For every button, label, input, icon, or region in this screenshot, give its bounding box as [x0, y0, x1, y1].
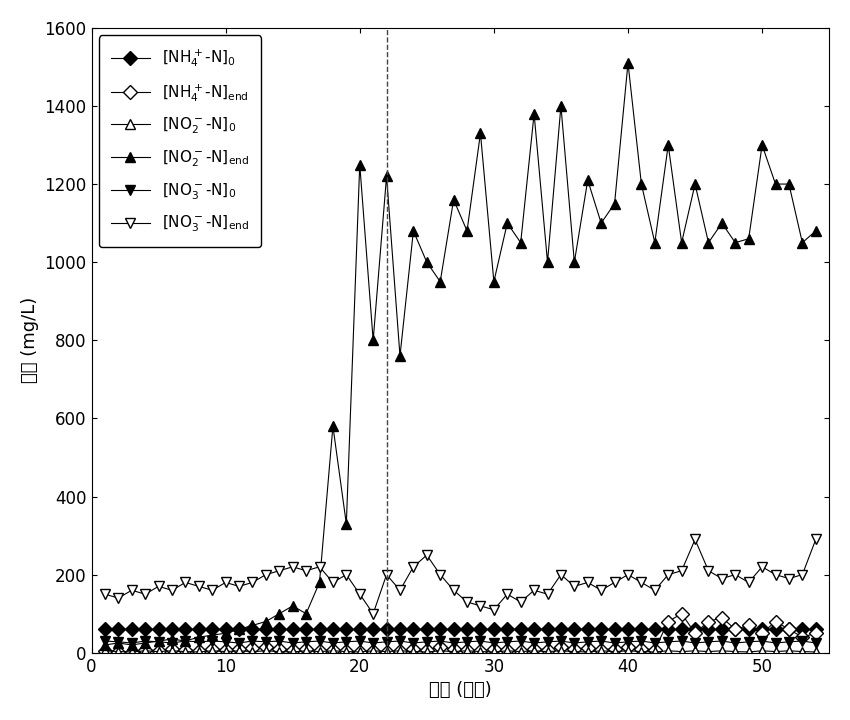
X-axis label: 时间 (周期): 时间 (周期) [429, 681, 491, 699]
Legend: $[\mathrm{NH_4^+}$-N$]_0$, $[\mathrm{NH_4^+}$-N$]_\mathrm{end}$, $[\mathrm{NO_2^: $[\mathrm{NH_4^+}$-N$]_0$, $[\mathrm{NH_… [99, 35, 261, 247]
Y-axis label: 浓度 (mg/L): 浓度 (mg/L) [21, 297, 39, 384]
